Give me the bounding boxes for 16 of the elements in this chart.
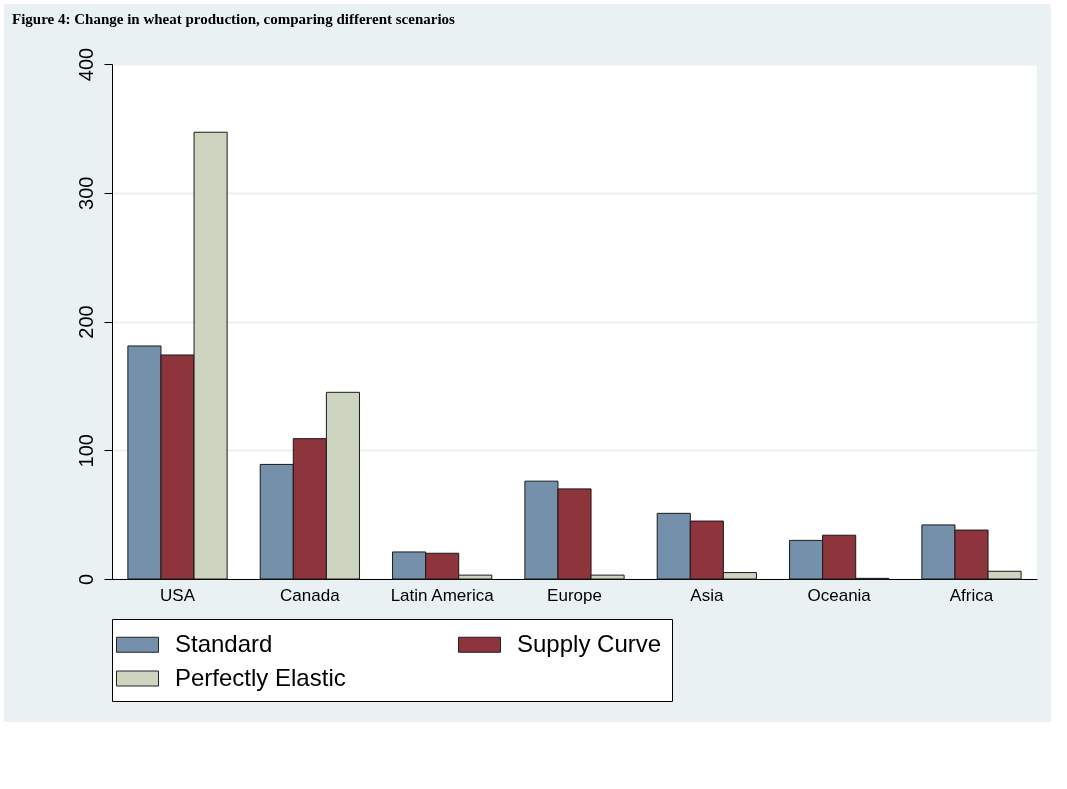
legend-label: Standard: [175, 629, 273, 657]
x-tick-label: Asia: [690, 585, 724, 605]
y-tick-label: 100: [74, 434, 97, 468]
x-tick-label: Latin America: [390, 585, 495, 605]
x-tick-label: Oceania: [807, 585, 872, 605]
legend-label: Supply Curve: [517, 629, 662, 657]
y-tick-label: 400: [74, 47, 97, 82]
x-tick-label: Europe: [547, 585, 602, 605]
chart-title: Figure 4: Change in wheat production, comparing different scenarios: [12, 11, 456, 28]
y-tick-label: 0: [74, 573, 97, 586]
x-tick-label: Africa: [949, 585, 994, 605]
x-tick-label: Canada: [280, 585, 341, 605]
y-tick-label: 300: [74, 176, 97, 210]
legend-label: Perfectly Elastic: [175, 663, 346, 691]
y-tick-label: 200: [74, 305, 97, 339]
x-tick-label: USA: [160, 585, 196, 605]
